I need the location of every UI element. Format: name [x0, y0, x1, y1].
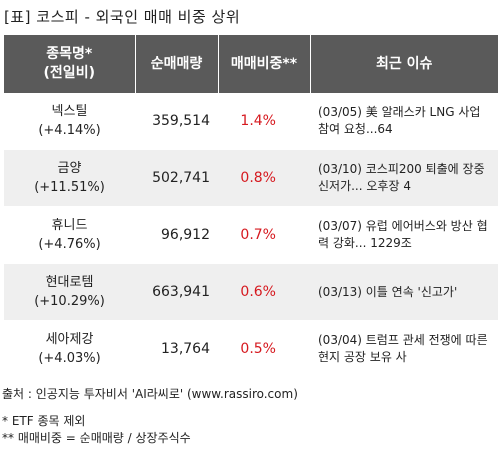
recent-issue-link[interactable]: (03/05) 美 알래스카 LNG 사업 참여 요청...64 [318, 105, 481, 136]
stock-name-cell: 현대로템 (+10.29%) [4, 263, 135, 321]
recent-issue-cell[interactable]: (03/05) 美 알래스카 LNG 사업 참여 요청...64 [310, 93, 498, 150]
recent-issue-cell[interactable]: (03/10) 코스피200 퇴출에 장중 신저가... 오후장 4 [310, 149, 498, 207]
stock-name: 현대로템 [45, 275, 94, 290]
net-volume-cell: 96,912 [135, 206, 218, 264]
stock-change: (+4.03%) [38, 351, 101, 366]
net-volume-cell: 663,941 [135, 263, 218, 321]
stock-name: 휴니드 [51, 218, 88, 233]
trade-ratio-cell: 0.6% [218, 263, 310, 321]
trade-ratio-cell: 0.5% [218, 320, 310, 378]
net-volume-cell: 359,514 [135, 93, 218, 150]
table-title: [표] 코스피 - 외국인 매매 비중 상위 [4, 8, 241, 26]
stock-name: 넥스틸 [51, 104, 88, 119]
header-stock-name-line1: 종목명* [46, 46, 93, 62]
table-row: 넥스틸 (+4.14%) 359,514 1.4% (03/05) 美 알래스카… [4, 93, 498, 150]
net-volume-cell: 502,741 [135, 149, 218, 207]
recent-issue-cell[interactable]: (03/04) 트럼프 관세 전쟁에 따른 현지 공장 보유 사 [310, 320, 498, 378]
table-row: 휴니드 (+4.76%) 96,912 0.7% (03/07) 유럽 에어버스… [4, 206, 498, 264]
header-net-volume: 순매매량 [135, 35, 219, 93]
recent-issue-link[interactable]: (03/04) 트럼프 관세 전쟁에 따른 현지 공장 보유 사 [318, 333, 488, 364]
header-stock-name: 종목명* (전일비) [4, 35, 136, 93]
stock-name-cell: 휴니드 (+4.76%) [4, 206, 135, 264]
stock-change: (+10.29%) [34, 294, 105, 309]
stock-name-cell: 세아제강 (+4.03%) [4, 320, 135, 378]
table-row: 현대로템 (+10.29%) 663,941 0.6% (03/13) 이틀 연… [4, 263, 498, 321]
foreign-trading-table: 종목명* (전일비) 순매매량 매매비중** 최근 이슈 넥스틸 (+4.14%… [4, 35, 498, 378]
stock-change: (+4.14%) [38, 123, 101, 138]
stock-change: (+11.51%) [34, 180, 105, 195]
trade-ratio-cell: 1.4% [218, 93, 310, 150]
trade-ratio-cell: 0.8% [218, 149, 310, 207]
stock-name: 세아제강 [45, 332, 94, 347]
recent-issue-link[interactable]: (03/07) 유럽 에어버스와 방산 협력 강화... 1229조 [318, 219, 488, 250]
stock-name: 금양 [57, 161, 82, 176]
header-stock-name-line2: (전일비) [43, 65, 95, 81]
table-row: 세아제강 (+4.03%) 13,764 0.5% (03/04) 트럼프 관세… [4, 320, 498, 378]
recent-issue-cell[interactable]: (03/07) 유럽 에어버스와 방산 협력 강화... 1229조 [310, 206, 498, 264]
net-volume-cell: 13,764 [135, 320, 218, 378]
source-caption: 출처 : 인공지능 투자비서 'AI라씨로' (www.rassiro.com) [2, 387, 298, 401]
recent-issue-link[interactable]: (03/10) 코스피200 퇴출에 장중 신저가... 오후장 4 [318, 162, 485, 193]
stock-change: (+4.76%) [38, 237, 101, 252]
trade-ratio-cell: 0.7% [218, 206, 310, 264]
recent-issue-cell[interactable]: (03/13) 이틀 연속 '신고가' [310, 263, 498, 321]
header-recent-issue: 최근 이슈 [310, 35, 498, 93]
footnote-etf: * ETF 종목 제외 [2, 414, 86, 428]
recent-issue-link[interactable]: (03/13) 이틀 연속 '신고가' [318, 284, 458, 299]
stock-name-cell: 금양 (+11.51%) [4, 149, 135, 207]
table-row: 금양 (+11.51%) 502,741 0.8% (03/10) 코스피200… [4, 149, 498, 207]
header-trade-ratio: 매매비중** [218, 35, 311, 93]
table-header-row: 종목명* (전일비) 순매매량 매매비중** 최근 이슈 [4, 35, 498, 93]
footnote-ratio: ** 매매비중 = 순매매량 / 상장주식수 [2, 431, 191, 445]
stock-name-cell: 넥스틸 (+4.14%) [4, 93, 135, 150]
